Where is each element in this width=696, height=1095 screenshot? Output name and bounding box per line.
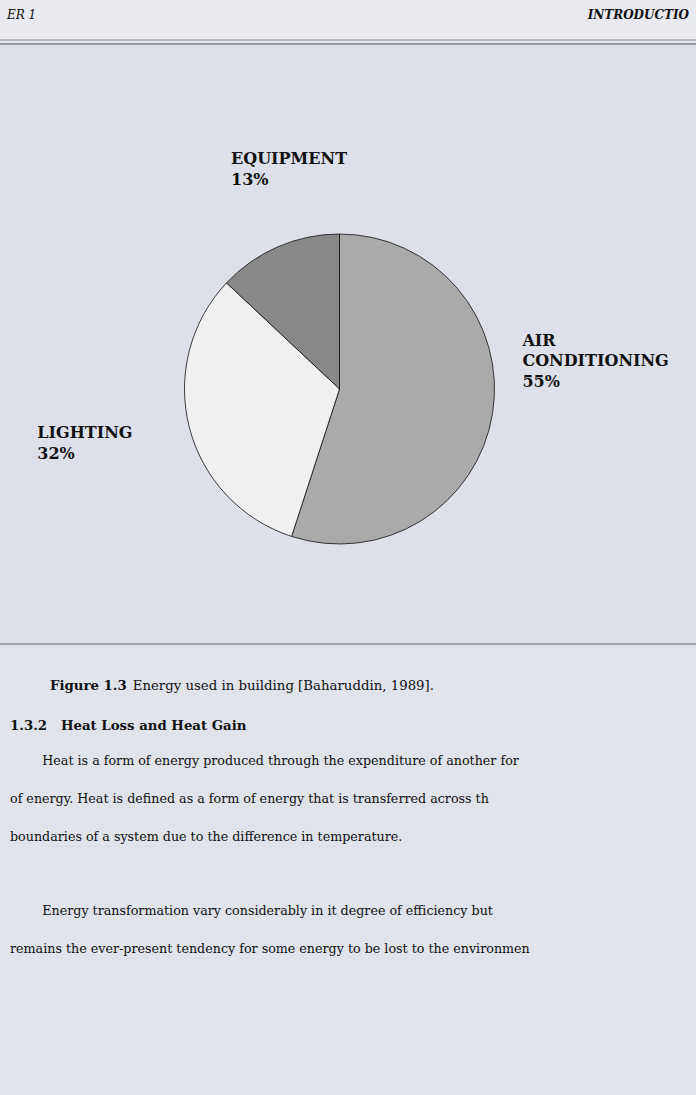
text-area [0,648,696,1095]
paragraph-line: of energy. Heat is defined as a form of … [10,791,489,806]
slice-label-line: EQUIPMENT [231,149,347,168]
slice-label: AIRCONDITIONING [521,331,668,371]
section-heading: 1.3.2 Heat Loss and Heat Gain [10,718,247,733]
pie [184,234,494,544]
slice-value-label: 32% [37,444,74,463]
page: ER 1INTRODUCTIOAIRCONDITIONING55%LIGHTIN… [0,0,696,1095]
slice-label: EQUIPMENT [231,149,347,168]
slice-label: LIGHTING [37,423,132,442]
pie-separator [0,644,696,645]
slice-label-line: CONDITIONING [522,351,668,370]
header-right: INTRODUCTIO [587,8,690,22]
paragraph-line: remains the ever-present tendency for so… [10,941,530,956]
slice-value-label: 55% [522,372,559,391]
paragraph-line: boundaries of a system due to the differ… [10,829,402,844]
background [0,0,696,1095]
slice-label-line: LIGHTING [37,423,132,442]
header-rule [0,40,696,41]
pie-slice [227,234,340,389]
paragraph-line: Heat is a form of energy produced throug… [10,753,520,768]
paragraph-line: Energy transformation vary considerably … [10,903,493,918]
figure-caption: Energy used in building [Baharuddin, 198… [133,678,434,693]
slice-label-line: AIR [521,331,556,350]
figure-caption-label: Figure 1.3 [50,678,127,693]
header-band [0,0,696,42]
slice-value-label: 13% [231,170,268,189]
header-left: ER 1 [6,8,36,22]
header-separator [0,44,696,45]
